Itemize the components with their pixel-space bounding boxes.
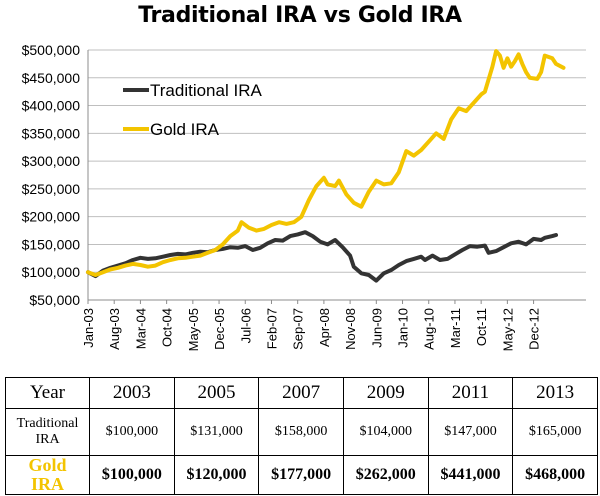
- x-tick-label: Sep-07: [291, 308, 306, 350]
- legend-label: Traditional IRA: [150, 81, 262, 100]
- row-label-line: Traditional: [16, 416, 79, 431]
- header-year: 2011: [427, 377, 514, 409]
- row-label-gold: Gold IRA: [5, 455, 90, 495]
- table-cell: $120,000: [173, 455, 260, 495]
- x-tick-label: Dec-05: [212, 308, 227, 350]
- series-line: [86, 230, 558, 283]
- header-year-label: Year: [5, 377, 90, 409]
- table-cell: $441,000: [427, 455, 514, 495]
- y-tick-label: $50,000: [29, 292, 80, 308]
- y-tick-label: $300,000: [22, 153, 81, 169]
- table-cell: $165,000: [512, 408, 598, 456]
- y-tick-label: $500,000: [22, 42, 81, 58]
- table-cell: $104,000: [342, 408, 429, 456]
- y-tick-label: $200,000: [22, 209, 81, 225]
- header-year: 2005: [173, 377, 260, 409]
- table-cell: $100,000: [89, 408, 175, 456]
- header-year: 2009: [342, 377, 429, 409]
- x-tick-label: Aug-03: [107, 308, 122, 350]
- y-axis-tick-labels: $50,000 $100,000 $150,000 $200,000 $250,000 $…: [22, 42, 81, 308]
- x-tick-label: Oct-11: [474, 308, 489, 346]
- x-tick-label: Jul-06: [238, 308, 253, 343]
- x-tick-label: Mar-04: [133, 308, 148, 349]
- table-cell: $177,000: [258, 455, 344, 495]
- row-label-line: IRA: [35, 432, 60, 447]
- table-cell: $131,000: [173, 408, 260, 456]
- y-tick-label: $150,000: [22, 236, 81, 252]
- y-tick-label: $250,000: [22, 181, 81, 197]
- y-tick-label: $450,000: [22, 70, 81, 86]
- summary-table: Year 2003 2005 2007 2009 2011 2013 Tradi…: [5, 377, 598, 495]
- x-tick-label: Dec-12: [527, 308, 542, 350]
- series-line: [86, 49, 566, 277]
- header-year: 2003: [89, 377, 175, 409]
- x-axis-tick-labels: Jan-03 Aug-03 Mar-04 Oct-04 May-05 Dec-05 Jul-…: [81, 308, 542, 351]
- x-tick-label: Nov-08: [343, 308, 358, 350]
- x-tick-label: Jan-10: [396, 308, 411, 348]
- row-label-traditional: Traditional IRA: [5, 408, 90, 456]
- line-chart: $50,000 $100,000 $150,000 $200,000 $250,000 $…: [22, 42, 586, 351]
- chart-title: Traditional IRA vs Gold IRA: [138, 3, 462, 28]
- table-cell: $147,000: [427, 408, 514, 456]
- x-tick-label: Mar-11: [448, 308, 463, 348]
- table-cell: $262,000: [342, 455, 429, 495]
- x-tick-label: Oct-04: [160, 308, 175, 347]
- x-tick-label: Jun-09: [369, 308, 384, 348]
- table-cell: $158,000: [258, 408, 344, 456]
- header-year: 2007: [258, 377, 344, 409]
- x-tick-label: Feb-07: [264, 308, 279, 349]
- x-tick-label: Aug-10: [422, 308, 437, 350]
- y-tick-label: $350,000: [22, 125, 81, 141]
- row-label-line: Gold: [28, 455, 67, 475]
- table-row-gold: Gold IRA $100,000 $120,000 $177,000 $262…: [5, 455, 598, 495]
- row-label-line: IRA: [30, 474, 64, 494]
- table-row-traditional: Traditional IRA $100,000 $131,000 $158,0…: [5, 408, 598, 456]
- table-cell: $100,000: [89, 455, 175, 495]
- x-tick-label: May-05: [186, 308, 201, 351]
- x-tick-label: May-12: [500, 308, 515, 351]
- x-tick-label: Jan-03: [81, 308, 96, 348]
- header-year: 2013: [512, 377, 598, 409]
- legend-label: Gold IRA: [150, 120, 220, 139]
- table-header-row: Year 2003 2005 2007 2009 2011 2013: [5, 377, 598, 409]
- series-lines: [86, 49, 566, 283]
- table-cell: $468,000: [512, 455, 598, 495]
- y-tick-label: $100,000: [22, 264, 81, 280]
- legend: Traditional IRA Gold IRA: [123, 81, 262, 139]
- x-tick-label: Apr-08: [317, 308, 332, 347]
- y-tick-label: $400,000: [22, 98, 81, 114]
